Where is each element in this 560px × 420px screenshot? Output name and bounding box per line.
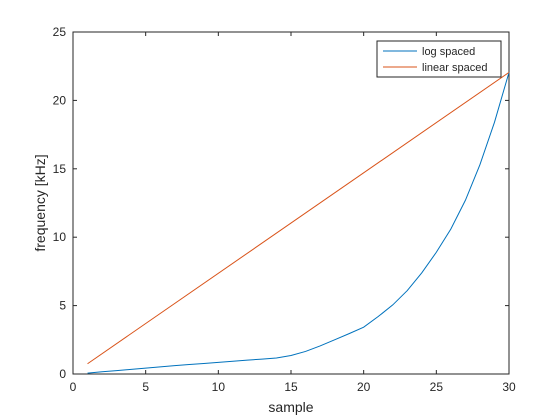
y-tick-label: 15 bbox=[53, 162, 67, 176]
y-tick-label: 20 bbox=[53, 93, 67, 107]
series-layer bbox=[87, 71, 510, 374]
x-tick-label: 20 bbox=[357, 380, 371, 394]
x-tick-label: 0 bbox=[70, 380, 77, 394]
y-axis-label: frequency [kHz] bbox=[32, 154, 48, 251]
legend: log spaced linear spaced bbox=[376, 40, 502, 78]
x-tick-label: 10 bbox=[212, 380, 226, 394]
series-line-1 bbox=[87, 72, 510, 374]
x-axis-ticks: 0 5 10 15 20 25 30 bbox=[70, 32, 516, 394]
series-line-2 bbox=[87, 71, 510, 365]
y-tick-label: 0 bbox=[59, 367, 66, 381]
x-tick-label: 5 bbox=[142, 380, 149, 394]
y-axis-ticks: 0 5 10 15 20 25 bbox=[53, 25, 509, 381]
y-tick-label: 10 bbox=[53, 230, 67, 244]
legend-label: log spaced bbox=[422, 46, 475, 58]
x-tick-label: 25 bbox=[430, 380, 444, 394]
axes-frame bbox=[72, 31, 510, 375]
legend-label: linear spaced bbox=[422, 62, 487, 74]
legend-box bbox=[376, 40, 502, 78]
y-tick-label: 5 bbox=[59, 299, 66, 313]
x-axis-label: sample bbox=[268, 399, 313, 415]
x-tick-label: 15 bbox=[284, 380, 298, 394]
y-tick-label: 25 bbox=[53, 25, 67, 39]
x-tick-label: 30 bbox=[502, 380, 516, 394]
plot-area: 0 5 10 15 20 25 30 0 5 10 15 20 25 log spaced linear… bbox=[53, 25, 516, 394]
